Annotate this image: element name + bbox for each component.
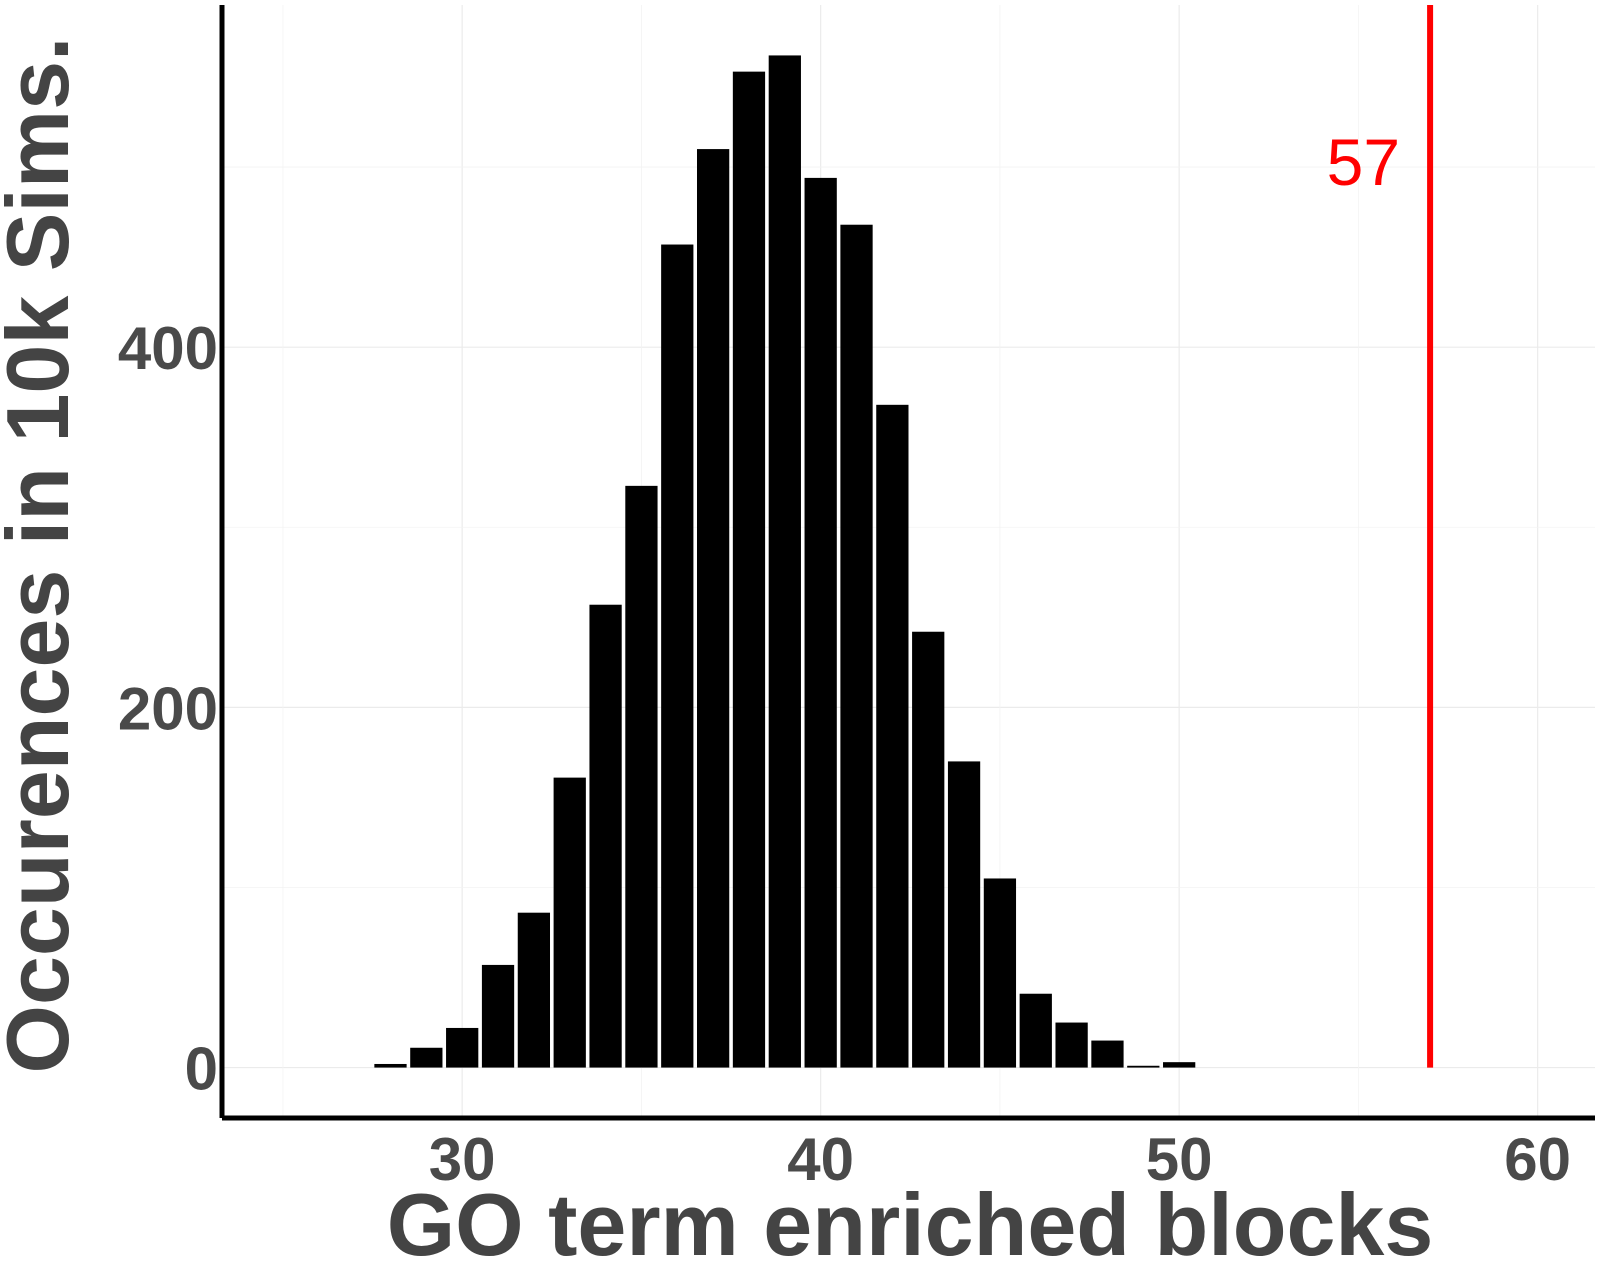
histogram-bar bbox=[876, 404, 909, 1068]
axes bbox=[219, 5, 1595, 1121]
histogram-bar bbox=[1019, 993, 1052, 1068]
x-tick-label: 50 bbox=[1146, 1126, 1213, 1193]
histogram-bar bbox=[804, 177, 837, 1068]
x-tick-label: 30 bbox=[429, 1126, 496, 1193]
observed-value-label: 57 bbox=[1327, 125, 1400, 199]
histogram-bar bbox=[1127, 1065, 1160, 1068]
histogram-bar bbox=[446, 1027, 479, 1068]
histogram-bar bbox=[1055, 1022, 1088, 1068]
histogram-bar bbox=[517, 912, 551, 1068]
histogram-bar bbox=[840, 224, 873, 1068]
histogram-bar bbox=[481, 964, 515, 1068]
histogram-bar bbox=[374, 1063, 407, 1068]
histogram-bar bbox=[410, 1047, 443, 1068]
histogram-bar bbox=[768, 55, 801, 1068]
reference-line-group: 57 bbox=[1327, 5, 1434, 1068]
histogram-bar bbox=[912, 631, 945, 1068]
histogram-bar bbox=[553, 777, 586, 1068]
histogram-bar bbox=[983, 878, 1017, 1068]
histogram-bar bbox=[1091, 1040, 1124, 1068]
y-tick-label: 0 bbox=[185, 1036, 218, 1103]
histogram-bar bbox=[696, 149, 730, 1068]
x-axis-title: GO term enriched blocks bbox=[387, 1175, 1434, 1274]
y-tick-label: 200 bbox=[118, 675, 218, 742]
x-tick-label: 60 bbox=[1504, 1126, 1571, 1193]
histogram-bar bbox=[589, 604, 622, 1068]
histogram-bar bbox=[732, 71, 766, 1068]
histogram-bar bbox=[661, 244, 694, 1068]
tick-labels: 30 40 50 60 0 200 400 bbox=[118, 315, 1571, 1193]
histogram-bar bbox=[625, 485, 658, 1068]
x-tick-label: 40 bbox=[787, 1126, 854, 1193]
y-tick-label: 400 bbox=[118, 315, 218, 382]
histogram-bar bbox=[1163, 1062, 1196, 1068]
bars bbox=[374, 55, 1196, 1068]
histogram-bar bbox=[947, 761, 981, 1068]
y-axis-title: Occurences in 10k Sims. bbox=[0, 36, 87, 1073]
